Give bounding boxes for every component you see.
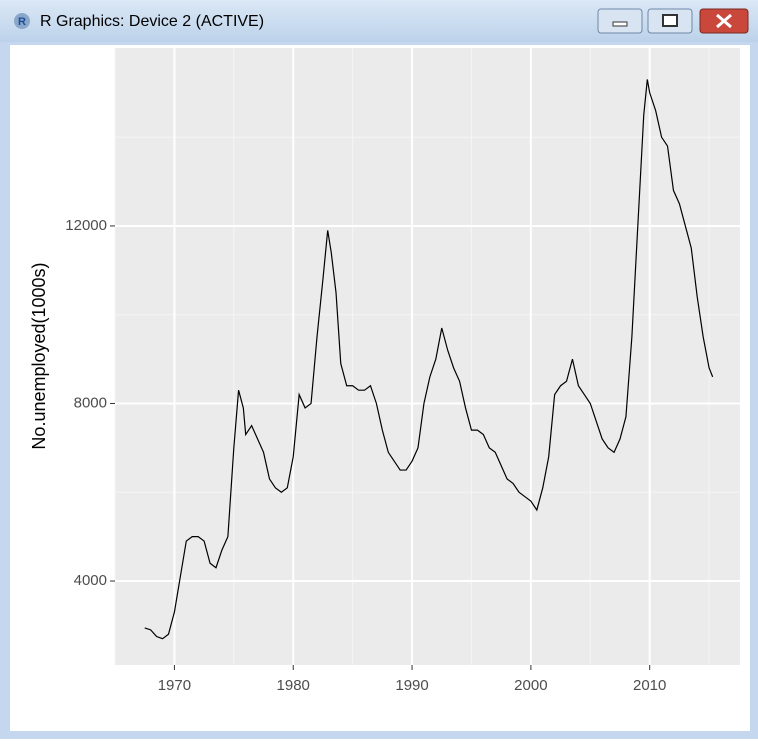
y-tick-label: 12000	[65, 217, 107, 234]
app-icon-letter: R	[18, 16, 26, 28]
plot-panel	[115, 48, 740, 665]
x-tick-label: 2010	[633, 677, 666, 694]
minimize-glyph	[612, 21, 628, 27]
maximize-glyph	[662, 14, 678, 27]
window-title: R Graphics: Device 2 (ACTIVE)	[40, 13, 264, 30]
y-axis-label: No.unemployed(1000s)	[29, 262, 49, 449]
app-icon	[14, 13, 30, 29]
x-tick-label: 1970	[158, 677, 191, 694]
y-tick-label: 4000	[74, 572, 107, 589]
plot: 1970 1980 1990 2000 2010 4000 8000 12000	[65, 48, 740, 694]
x-tick-label: 1980	[277, 677, 310, 694]
close-glyph	[716, 13, 732, 29]
minimize-button[interactable]	[597, 8, 643, 34]
y-tick-label: 8000	[74, 394, 107, 411]
x-tick-label: 2000	[514, 677, 547, 694]
data-line	[144, 79, 714, 640]
x-tick-label: 1990	[395, 677, 428, 694]
